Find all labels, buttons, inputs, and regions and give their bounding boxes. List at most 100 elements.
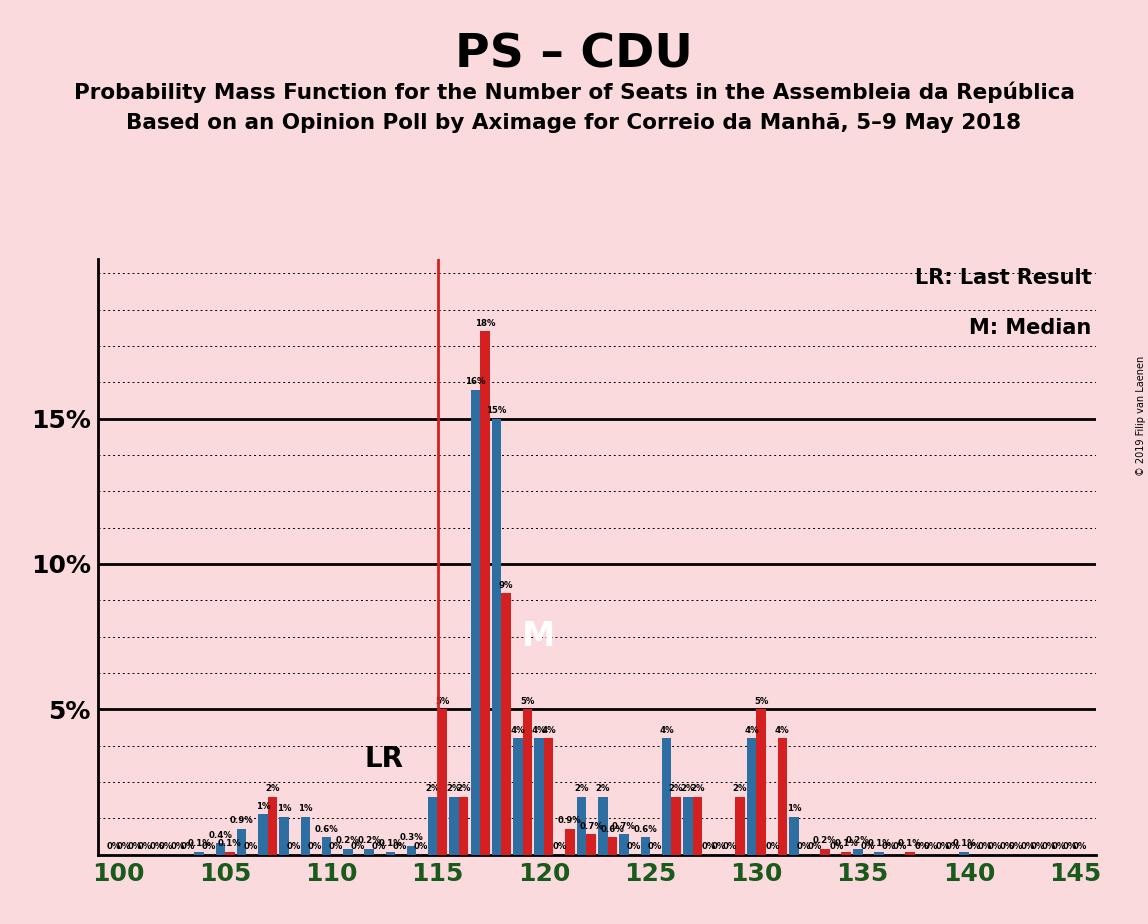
Text: 0%: 0% — [723, 842, 737, 851]
Text: 0%: 0% — [149, 842, 164, 851]
Text: Probability Mass Function for the Number of Seats in the Assembleia da República: Probability Mass Function for the Number… — [73, 81, 1075, 103]
Bar — [905, 852, 915, 855]
Text: 1%: 1% — [298, 805, 312, 813]
Bar — [820, 849, 830, 855]
Text: 9%: 9% — [499, 580, 513, 590]
Bar — [321, 837, 332, 855]
Text: 0%: 0% — [797, 842, 810, 851]
Text: 4%: 4% — [775, 726, 790, 735]
Text: 2%: 2% — [690, 784, 705, 793]
Text: 0%: 0% — [414, 842, 428, 851]
Text: 0%: 0% — [936, 842, 951, 851]
Bar — [225, 852, 234, 855]
Text: 0%: 0% — [766, 842, 779, 851]
Text: 4%: 4% — [532, 726, 546, 735]
Text: 0%: 0% — [107, 842, 122, 851]
Bar — [534, 738, 544, 855]
Bar — [449, 796, 459, 855]
Bar — [236, 829, 247, 855]
Bar — [875, 852, 884, 855]
Text: 0.9%: 0.9% — [558, 816, 582, 825]
Text: 0%: 0% — [987, 842, 1002, 851]
Bar — [502, 593, 511, 855]
Text: 0.2%: 0.2% — [357, 836, 381, 845]
Bar — [343, 849, 352, 855]
Text: 1%: 1% — [786, 805, 801, 813]
Text: 0%: 0% — [1052, 842, 1065, 851]
Bar — [576, 796, 587, 855]
Text: 0%: 0% — [829, 842, 844, 851]
Bar — [301, 817, 310, 855]
Text: M: Median: M: Median — [969, 318, 1092, 338]
Bar — [544, 738, 553, 855]
Text: PS – CDU: PS – CDU — [455, 32, 693, 78]
Text: LR: Last Result: LR: Last Result — [915, 268, 1092, 287]
Bar — [960, 852, 969, 855]
Text: 0.4%: 0.4% — [209, 831, 232, 840]
Text: 2%: 2% — [732, 784, 747, 793]
Bar — [428, 796, 437, 855]
Text: 0.2%: 0.2% — [813, 836, 837, 845]
Bar — [194, 852, 204, 855]
Bar — [386, 852, 395, 855]
Text: 0%: 0% — [647, 842, 662, 851]
Text: 16%: 16% — [465, 377, 486, 386]
Bar — [565, 829, 575, 855]
Bar — [522, 710, 533, 855]
Text: 2%: 2% — [457, 784, 471, 793]
Text: © 2019 Filip van Laenen: © 2019 Filip van Laenen — [1135, 356, 1146, 476]
Text: 0.9%: 0.9% — [230, 816, 254, 825]
Text: 0.6%: 0.6% — [600, 825, 625, 833]
Text: 0%: 0% — [308, 842, 323, 851]
Text: 0%: 0% — [138, 842, 152, 851]
Text: 0%: 0% — [350, 842, 365, 851]
Text: 0%: 0% — [116, 842, 131, 851]
Text: 0%: 0% — [180, 842, 194, 851]
Text: 0.1%: 0.1% — [835, 839, 858, 848]
Bar — [672, 796, 681, 855]
Text: 0%: 0% — [1042, 842, 1056, 851]
Text: LR: LR — [365, 746, 404, 773]
Text: 0%: 0% — [1030, 842, 1045, 851]
Text: 0.1%: 0.1% — [952, 839, 976, 848]
Text: 2%: 2% — [681, 784, 695, 793]
Bar — [437, 710, 448, 855]
Text: 0%: 0% — [627, 842, 641, 851]
Text: 5%: 5% — [754, 697, 768, 706]
Text: 0%: 0% — [158, 842, 173, 851]
Text: 0%: 0% — [1000, 842, 1014, 851]
Text: 2%: 2% — [265, 784, 280, 793]
Text: 0.2%: 0.2% — [336, 836, 359, 845]
Bar — [267, 796, 277, 855]
Text: 0%: 0% — [978, 842, 993, 851]
Text: 4%: 4% — [511, 726, 525, 735]
Bar — [790, 817, 799, 855]
Bar — [216, 843, 225, 855]
Text: 0%: 0% — [329, 842, 343, 851]
Bar — [641, 837, 650, 855]
Text: 0%: 0% — [712, 842, 726, 851]
Text: 5%: 5% — [520, 697, 535, 706]
Bar — [513, 738, 522, 855]
Text: 0%: 0% — [1063, 842, 1078, 851]
Text: 0%: 0% — [171, 842, 185, 851]
Text: 0%: 0% — [243, 842, 258, 851]
Bar — [587, 834, 596, 855]
Bar — [459, 796, 468, 855]
Text: 0.2%: 0.2% — [846, 836, 870, 845]
Text: 0%: 0% — [893, 842, 908, 851]
Text: 0.1%: 0.1% — [898, 839, 922, 848]
Text: M: M — [522, 620, 556, 653]
Bar — [491, 419, 502, 855]
Text: 0.6%: 0.6% — [634, 825, 657, 833]
Bar — [747, 738, 757, 855]
Text: 5%: 5% — [435, 697, 450, 706]
Text: 0%: 0% — [372, 842, 386, 851]
Bar — [607, 837, 618, 855]
Bar — [364, 849, 374, 855]
Bar — [619, 834, 629, 855]
Text: 2%: 2% — [669, 784, 683, 793]
Text: 0%: 0% — [393, 842, 408, 851]
Text: 0%: 0% — [860, 842, 875, 851]
Text: 2%: 2% — [426, 784, 440, 793]
